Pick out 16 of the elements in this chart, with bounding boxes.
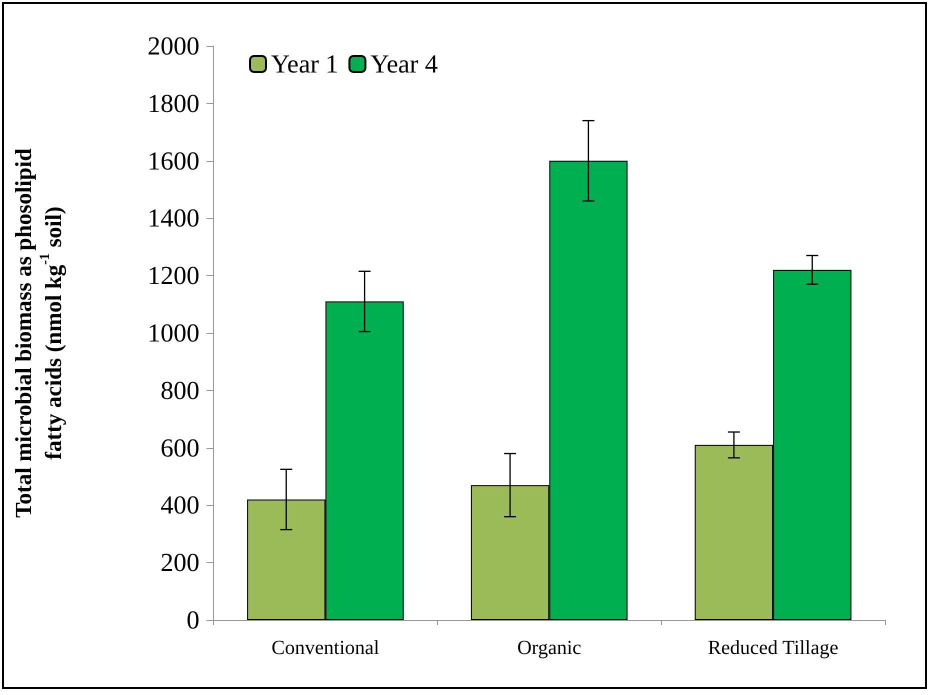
y-tick-label: 200 [160, 548, 200, 578]
y-tick-label: 1600 [148, 146, 200, 176]
y-tick-label: 1800 [148, 88, 200, 118]
y-tick-label: 800 [160, 376, 200, 405]
y-tick-label: 600 [160, 433, 200, 462]
x-tick-label: Reduced Tillage [708, 637, 838, 659]
y-tick-label: 1200 [148, 261, 200, 290]
legend-label: Year 1 [271, 50, 338, 78]
y-tick-label: 1400 [148, 204, 200, 233]
x-tick-label: Conventional [272, 637, 380, 659]
y-tick-label: 1000 [148, 318, 200, 348]
y-tick-label: 400 [160, 490, 200, 520]
y-tick-label: 2000 [148, 32, 200, 60]
y-tick-label: 0 [186, 606, 200, 634]
x-tick-label: Organic [517, 637, 582, 659]
legend-label: Year 4 [370, 50, 438, 78]
